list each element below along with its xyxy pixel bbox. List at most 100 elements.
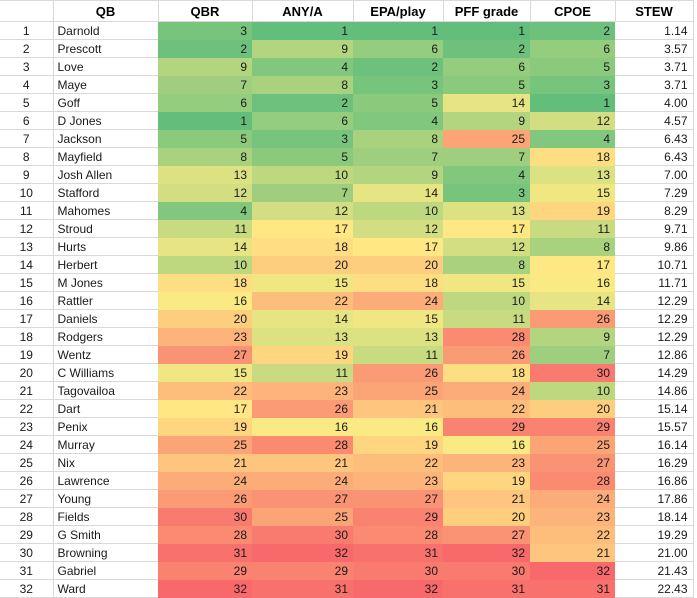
cell-qb-name[interactable]: C Williams [53,363,158,382]
cell-pff[interactable]: 6 [443,57,530,76]
cell-qb-name[interactable]: Stroud [53,219,158,238]
cell-qbr[interactable]: 26 [158,489,252,508]
cell-rownum[interactable]: 6 [0,111,54,130]
cell-anya[interactable]: 6 [252,111,353,130]
cell-rownum[interactable]: 25 [0,453,54,472]
cell-stew[interactable]: 11.71 [615,273,694,292]
cell-stew[interactable]: 21.00 [615,543,694,562]
cell-stew[interactable]: 16.86 [615,471,694,490]
cell-anya[interactable]: 29 [252,561,353,580]
cell-qb-name[interactable]: Fields [53,507,158,526]
cell-rownum[interactable]: 32 [0,579,54,598]
cell-epa[interactable]: 7 [353,147,443,166]
cell-qb-name[interactable]: Wentz [53,345,158,364]
cell-qbr[interactable]: 30 [158,507,252,526]
cell-anya[interactable]: 11 [252,363,353,382]
cell-qb-name[interactable]: Young [53,489,158,508]
cell-qbr[interactable]: 5 [158,129,252,148]
cell-qb-name[interactable]: Daniels [53,309,158,328]
cell-rownum[interactable]: 8 [0,147,54,166]
cell-qb-name[interactable]: Gabriel [53,561,158,580]
cell-anya[interactable]: 22 [252,291,353,310]
cell-stew[interactable]: 21.43 [615,561,694,580]
cell-rownum[interactable]: 23 [0,417,54,436]
cell-qbr[interactable]: 1 [158,111,252,130]
cell-rownum[interactable]: 19 [0,345,54,364]
cell-pff[interactable]: 12 [443,237,530,256]
cell-rownum[interactable]: 21 [0,381,54,400]
cell-qb-name[interactable]: Ward [53,579,158,598]
cell-qbr[interactable]: 15 [158,363,252,382]
cell-anya[interactable]: 24 [252,471,353,490]
cell-qb-name[interactable]: Rattler [53,291,158,310]
cell-stew[interactable]: 4.00 [615,93,694,112]
cell-rownum[interactable]: 7 [0,129,54,148]
cell-pff[interactable]: 22 [443,399,530,418]
cell-stew[interactable]: 19.29 [615,525,694,544]
cell-stew[interactable]: 9.71 [615,219,694,238]
cell-pff[interactable]: 31 [443,579,530,598]
column-header-qb[interactable]: QB [53,0,159,22]
cell-anya[interactable]: 18 [252,237,353,256]
cell-stew[interactable]: 6.43 [615,129,694,148]
cell-epa[interactable]: 10 [353,201,443,220]
cell-rownum[interactable]: 11 [0,201,54,220]
cell-pff[interactable]: 4 [443,165,530,184]
cell-cpoe[interactable]: 24 [530,489,615,508]
cell-stew[interactable]: 3.57 [615,39,694,58]
cell-cpoe[interactable]: 30 [530,363,615,382]
cell-cpoe[interactable]: 22 [530,525,615,544]
cell-anya[interactable]: 4 [252,57,353,76]
cell-qbr[interactable]: 32 [158,579,252,598]
cell-cpoe[interactable]: 10 [530,381,615,400]
cell-cpoe[interactable]: 29 [530,417,615,436]
cell-stew[interactable]: 22.43 [615,579,694,598]
cell-epa[interactable]: 1 [353,21,443,40]
cell-qb-name[interactable]: Darnold [53,21,158,40]
cell-epa[interactable]: 30 [353,561,443,580]
cell-rownum[interactable]: 26 [0,471,54,490]
cell-stew[interactable]: 4.57 [615,111,694,130]
cell-cpoe[interactable]: 12 [530,111,615,130]
column-header-pff[interactable]: PFF grade [443,0,531,22]
cell-qb-name[interactable]: D Jones [53,111,158,130]
cell-epa[interactable]: 29 [353,507,443,526]
cell-qb-name[interactable]: Browning [53,543,158,562]
cell-pff[interactable]: 26 [443,345,530,364]
cell-stew[interactable]: 3.71 [615,75,694,94]
cell-epa[interactable]: 16 [353,417,443,436]
cell-qbr[interactable]: 21 [158,453,252,472]
cell-pff[interactable]: 19 [443,471,530,490]
cell-epa[interactable]: 21 [353,399,443,418]
cell-anya[interactable]: 5 [252,147,353,166]
cell-pff[interactable]: 27 [443,525,530,544]
column-header-anya[interactable]: ANY/A [252,0,354,22]
cell-cpoe[interactable]: 28 [530,471,615,490]
cell-rownum[interactable]: 4 [0,75,54,94]
cell-rownum[interactable]: 12 [0,219,54,238]
cell-epa[interactable]: 20 [353,255,443,274]
cell-epa[interactable]: 6 [353,39,443,58]
cell-stew[interactable]: 10.71 [615,255,694,274]
cell-stew[interactable]: 12.29 [615,327,694,346]
cell-stew[interactable]: 16.29 [615,453,694,472]
cell-epa[interactable]: 4 [353,111,443,130]
cell-qbr[interactable]: 19 [158,417,252,436]
cell-epa[interactable]: 26 [353,363,443,382]
cell-rownum[interactable]: 5 [0,93,54,112]
cell-qbr[interactable]: 8 [158,147,252,166]
cell-stew[interactable]: 12.29 [615,291,694,310]
cell-qbr[interactable]: 3 [158,21,252,40]
cell-epa[interactable]: 2 [353,57,443,76]
cell-qb-name[interactable]: Penix [53,417,158,436]
cell-stew[interactable]: 12.29 [615,309,694,328]
cell-anya[interactable]: 16 [252,417,353,436]
cell-anya[interactable]: 2 [252,93,353,112]
column-header-stew[interactable]: STEW [615,0,694,22]
cell-anya[interactable]: 8 [252,75,353,94]
cell-qb-name[interactable]: Stafford [53,183,158,202]
cell-cpoe[interactable]: 1 [530,93,615,112]
cell-pff[interactable]: 13 [443,201,530,220]
cell-epa[interactable]: 13 [353,327,443,346]
cell-epa[interactable]: 32 [353,579,443,598]
